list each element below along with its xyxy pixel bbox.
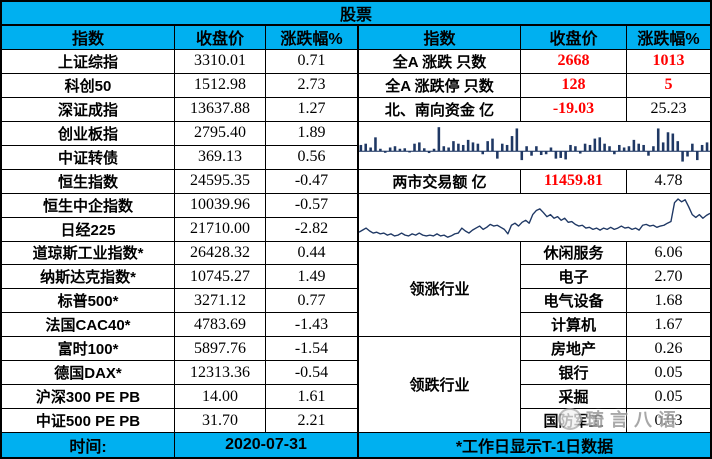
col-header-change: 涨跌幅% [627,26,710,50]
pct-change: -0.47 [266,170,357,194]
index-name: 上证综指 [2,49,175,74]
turnover-change: 4.78 [627,170,710,194]
col-header-change: 涨跌幅% [266,26,357,50]
close-price: 10745.27 [175,265,266,290]
index-name: 标普500* [2,289,175,314]
watermark: 琦言八语 [558,406,682,432]
sector-name: 电气设备 [521,289,627,314]
close-price: 14.00 [175,385,266,410]
sector-value: 0.05 [627,361,710,386]
index-name: 德国DAX* [2,361,175,386]
close-price: 26428.32 [175,241,266,266]
index-name: 富时100* [2,337,175,362]
close-price: 2795.40 [175,121,266,146]
close-price: 10039.96 [175,193,266,218]
col-header-close: 收盘价 [175,26,266,50]
sector-value: 0.26 [627,337,710,362]
index-name: 中证转债 [2,145,175,170]
turnover-line-chart [359,193,710,242]
pct-change: 1.61 [266,385,357,410]
sector-value: 1.67 [627,313,710,338]
pct-change: 2.21 [266,409,357,434]
table-body: 指数 收盘价 涨跌幅% 上证综指 3310.01 0.71 科创50 1512.98 2… [2,26,710,457]
index-name: 道琼斯工业指数* [2,241,175,266]
pct-change: -1.43 [266,313,357,338]
pct-change: 0.44 [266,242,357,266]
sector-name: 电子 [521,265,627,290]
pct-change: 1.49 [266,265,357,290]
close-price: 13637.88 [175,97,266,122]
sector-value: 1.68 [627,289,710,314]
capital-flow-bar-chart [359,121,710,170]
close-price: 12313.36 [175,361,266,386]
pct-change: 0.56 [266,146,357,170]
stat-value-change: 1013 [627,50,710,74]
close-price: 21710.00 [175,217,266,242]
close-price: 3310.01 [175,49,266,74]
pct-change: 0.77 [266,289,357,314]
index-name: 沪深300 PE PB [2,385,175,410]
watermark-logo-icon [558,408,582,430]
index-table: 指数 收盘价 涨跌幅% 上证综指 3310.01 0.71 科创50 1512.98 2… [2,26,359,457]
time-value: 2020-07-31 [175,433,357,457]
pct-change: 1.27 [266,98,357,122]
sector-value: 0.03 [627,409,710,434]
pct-change: 1.89 [266,122,357,146]
turnover-name: 两市交易额 亿 [359,169,521,194]
sector-value: 0.05 [627,385,710,410]
col-header-close: 收盘价 [521,26,627,50]
index-name: 中证500 PE PB [2,409,175,434]
stat-value-change: 5 [627,74,710,98]
col-header-index: 指数 [359,26,521,50]
index-name: 纳斯达克指数* [2,265,175,290]
stat-name: 北、南向资金 亿 [359,97,521,122]
sector-name: 银行 [521,361,627,386]
index-name: 科创50 [2,73,175,98]
col-header-index: 指数 [2,26,175,50]
pct-change: -1.54 [266,337,357,362]
sector-name: 房地产 [521,337,627,362]
pct-change: 2.73 [266,74,357,98]
index-name: 日经225 [2,217,175,242]
stat-value-close: 128 [521,73,627,98]
close-price: 4783.69 [175,313,266,338]
index-name: 深证成指 [2,97,175,122]
close-price: 369.13 [175,145,266,170]
footnote: *工作日显示T-1日数据 [359,433,710,457]
close-price: 24595.35 [175,169,266,194]
pct-change: -0.57 [266,194,357,218]
sector-up-label: 领涨行业 [359,241,521,338]
close-price: 31.70 [175,409,266,434]
sector-name: 休闲服务 [521,241,627,266]
close-price: 5897.76 [175,337,266,362]
pct-change: 0.71 [266,50,357,74]
market-stats-table: 指数 收盘价 涨跌幅% 全A 涨跌 只数 2668 1013 全A 涨跌停 只数… [359,26,710,457]
index-name: 恒生指数 [2,169,175,194]
stat-name: 全A 涨跌停 只数 [359,73,521,98]
stat-value-change: 25.23 [627,98,710,122]
sector-value: 6.06 [627,242,710,266]
pct-change: -0.54 [266,361,357,386]
stat-value-close: -19.03 [521,97,627,122]
pct-change: -2.82 [266,218,357,242]
time-label: 时间: [2,433,175,457]
index-name: 恒生中企指数 [2,193,175,218]
sheet-title: 股票 [2,2,710,26]
stat-value-close: 2668 [521,49,627,74]
sector-down-label: 领跌行业 [359,337,521,434]
watermark-text: 琦言八语 [586,410,682,430]
close-price: 1512.98 [175,73,266,98]
sector-value: 2.70 [627,265,710,290]
index-name: 创业板指 [2,121,175,146]
index-name: 法国CAC40* [2,313,175,338]
turnover-close: 11459.81 [521,169,627,194]
sector-name: 计算机 [521,313,627,338]
stat-name: 全A 涨跌 只数 [359,49,521,74]
close-price: 3271.12 [175,289,266,314]
